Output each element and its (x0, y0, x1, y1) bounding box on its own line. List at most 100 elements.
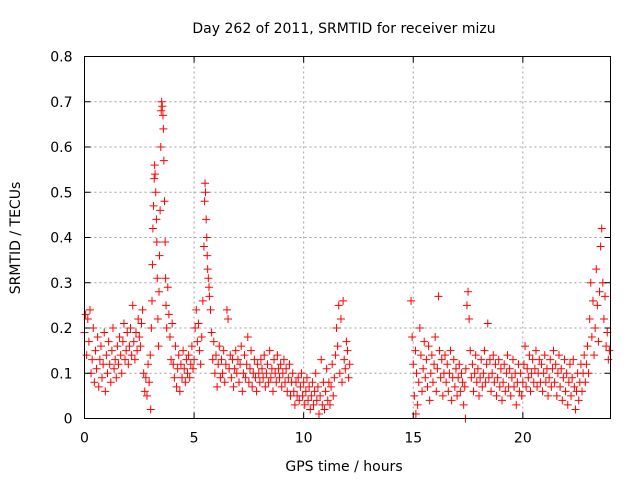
data-point (101, 387, 110, 396)
data-point (154, 342, 163, 351)
data-point (161, 274, 170, 283)
data-point (231, 346, 240, 355)
y-tick-label: 0.1 (50, 366, 72, 382)
data-point (333, 342, 342, 351)
y-tick-label: 0.4 (50, 231, 72, 247)
data-point (415, 324, 424, 332)
data-point (444, 387, 453, 396)
data-point (196, 360, 205, 369)
data-point (580, 351, 589, 360)
data-point (248, 382, 257, 391)
x-tick-label: 15 (404, 431, 422, 447)
data-point (344, 373, 353, 382)
data-point (435, 346, 444, 355)
data-point (210, 369, 219, 378)
data-point (179, 346, 188, 355)
data-point (243, 333, 252, 342)
data-point (128, 301, 137, 310)
data-point (107, 346, 116, 355)
data-series-srmtid (80, 97, 614, 423)
data-point (247, 346, 256, 355)
data-point (499, 378, 508, 387)
data-point (104, 337, 113, 346)
y-tick-label: 0.7 (50, 95, 72, 111)
data-point (133, 346, 142, 355)
data-point (424, 342, 433, 351)
data-point (138, 305, 147, 314)
data-point (563, 400, 572, 409)
data-point (185, 373, 194, 382)
data-point (495, 382, 504, 391)
data-point (253, 360, 262, 369)
data-point (93, 333, 102, 342)
data-point (421, 373, 430, 382)
x-tick-label: 0 (80, 431, 89, 447)
data-point (436, 373, 445, 382)
data-point (92, 364, 101, 373)
data-point (191, 324, 200, 332)
data-point (152, 238, 161, 247)
data-point (155, 251, 164, 260)
data-point (422, 355, 431, 364)
data-point (410, 391, 419, 400)
data-point (180, 364, 189, 373)
data-point (146, 405, 155, 414)
data-point (582, 360, 591, 369)
data-point (162, 301, 171, 310)
data-point (518, 378, 527, 387)
data-point (332, 324, 341, 332)
data-point (90, 378, 99, 387)
data-point (537, 360, 546, 369)
data-point (202, 215, 211, 224)
data-point (202, 233, 211, 242)
data-point (325, 400, 334, 409)
data-point (209, 337, 218, 346)
data-point (578, 387, 587, 396)
data-point (170, 373, 179, 382)
data-point (217, 355, 226, 364)
data-point (125, 342, 134, 351)
data-point (492, 391, 501, 400)
data-point (458, 378, 467, 387)
data-point (199, 242, 208, 251)
data-point (315, 409, 324, 418)
data-point (478, 382, 487, 391)
data-point (561, 387, 570, 396)
data-point (288, 369, 297, 378)
data-point (423, 382, 432, 391)
data-point (541, 378, 550, 387)
data-point (145, 378, 154, 387)
data-point (151, 170, 160, 179)
data-point (238, 387, 247, 396)
data-point (237, 342, 246, 351)
data-point (434, 292, 443, 301)
data-point (136, 342, 145, 351)
data-point (462, 301, 471, 310)
data-point (483, 319, 492, 328)
data-point (150, 161, 159, 170)
data-point (176, 360, 185, 369)
data-point (149, 201, 158, 210)
data-point (178, 373, 187, 382)
data-point (601, 292, 610, 301)
data-point (260, 351, 269, 360)
data-point (114, 360, 123, 369)
data-point (538, 387, 547, 396)
data-point (124, 360, 133, 369)
data-point (141, 373, 150, 382)
data-point (340, 355, 349, 364)
data-point (460, 382, 469, 391)
data-point (564, 378, 573, 387)
data-point (88, 355, 97, 364)
data-point (411, 346, 420, 355)
data-point (502, 369, 511, 378)
data-point (592, 265, 601, 274)
y-tick-label: 0.8 (50, 50, 72, 66)
data-point (106, 378, 115, 387)
data-point (470, 369, 479, 378)
data-point (299, 378, 308, 387)
data-point (183, 369, 192, 378)
data-point (447, 396, 456, 405)
data-point (201, 179, 210, 188)
data-point (139, 369, 148, 378)
